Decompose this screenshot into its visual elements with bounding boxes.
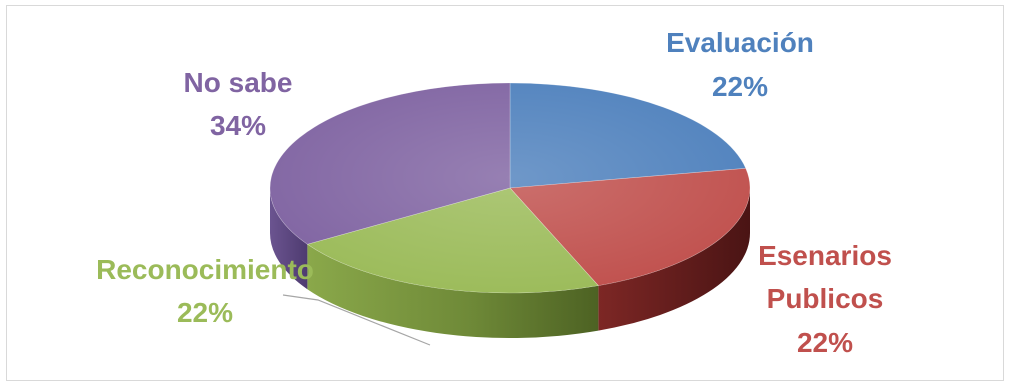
data-label-percent-evaluacion: 22% — [712, 71, 768, 102]
data-label-percent-esenarios-publicos: 22% — [797, 327, 853, 358]
data-label-percent-no-sabe: 34% — [210, 110, 266, 141]
slice-side-no-sabe — [270, 188, 308, 290]
slice-side-esenarios-publicos — [598, 188, 750, 331]
data-label-category-esenarios-publicos: Esenarios — [758, 240, 892, 271]
data-label-category-evaluacion: Evaluación — [666, 27, 814, 58]
leader-line-reconocimiento — [282, 294, 431, 346]
data-label-category-reconocimiento: Reconocimiento — [96, 254, 314, 285]
pie-top-highlight — [270, 83, 750, 293]
slice-side-reconocimiento — [307, 244, 599, 338]
data-label-category-no-sabe: No sabe — [184, 67, 293, 98]
data-label-category-esenarios-publicos: Publicos — [767, 283, 884, 314]
chart-border — [6, 5, 1004, 381]
data-label-percent-reconocimiento: 22% — [177, 297, 233, 328]
